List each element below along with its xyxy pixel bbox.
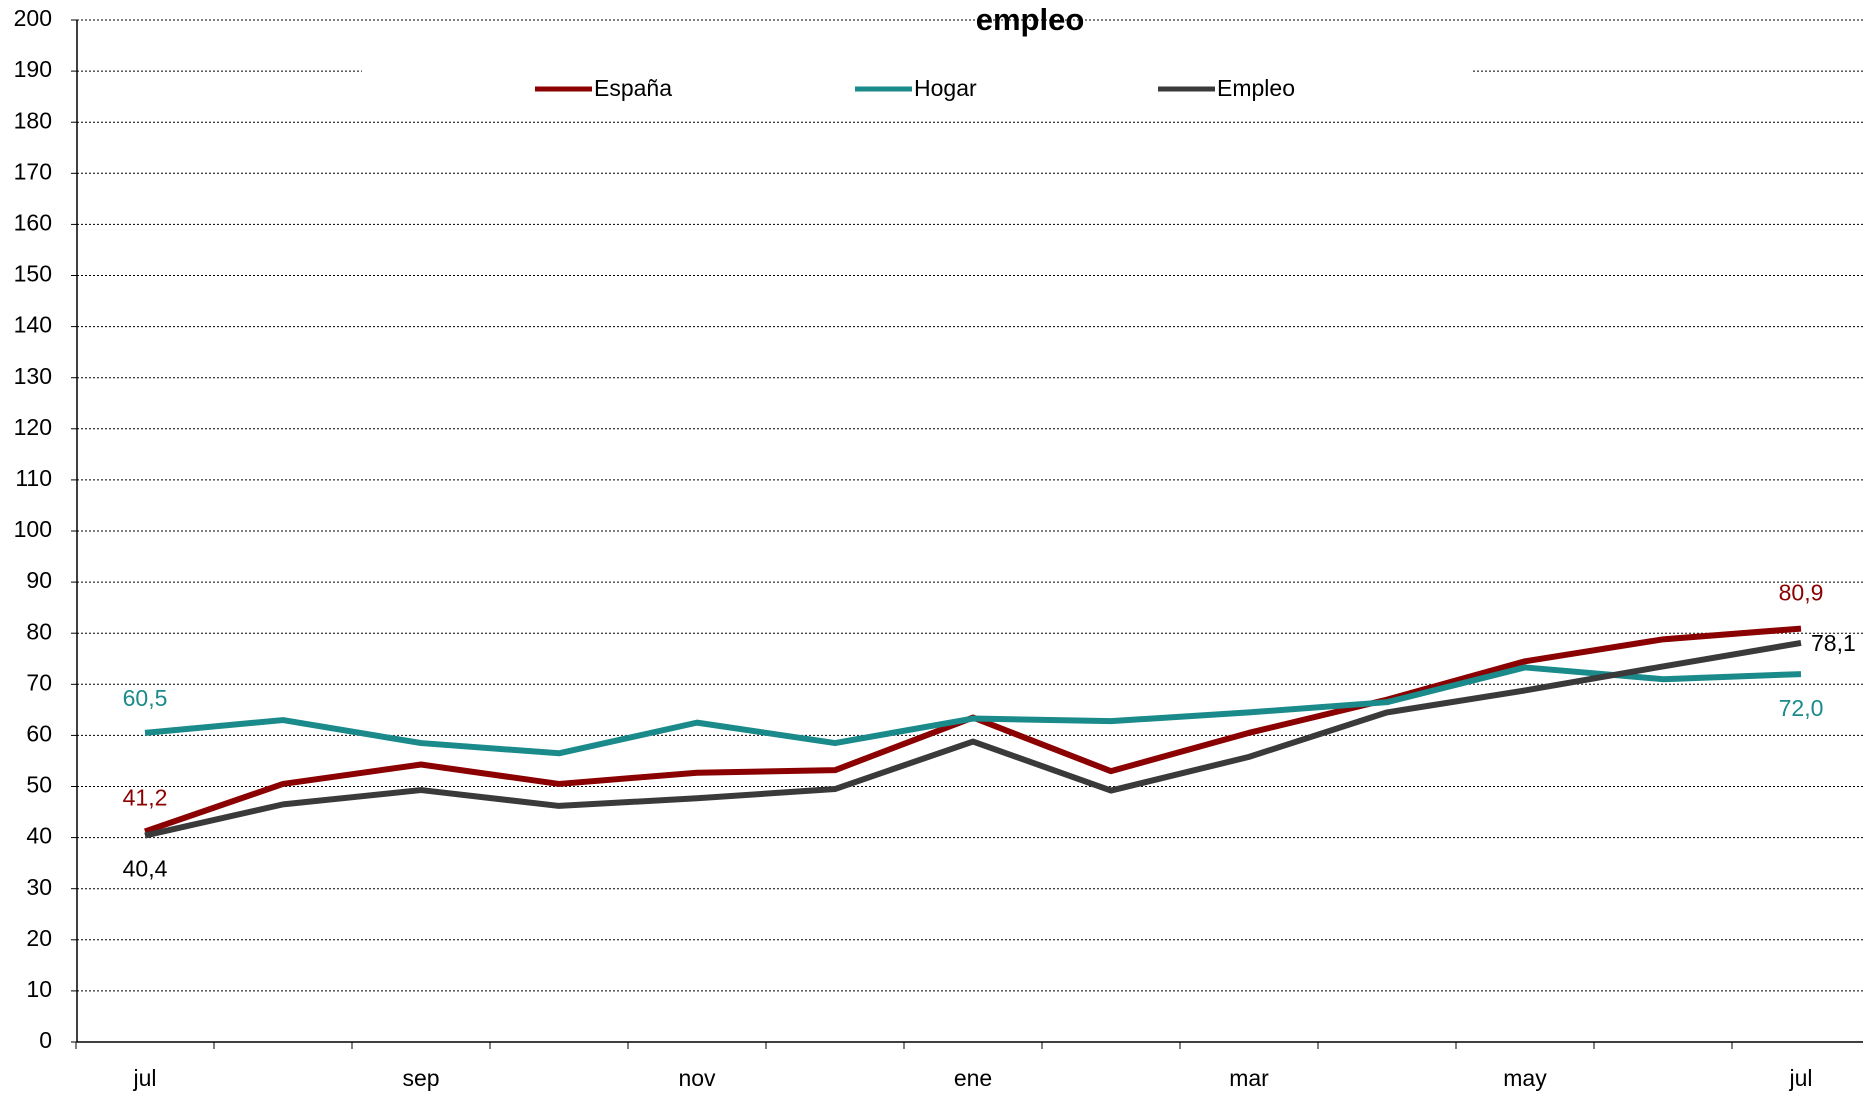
data-label: 78,1 xyxy=(1811,630,1856,656)
y-tick-label: 10 xyxy=(26,976,52,1002)
y-tick-label: 120 xyxy=(14,414,52,440)
series-line xyxy=(144,639,1802,839)
data-label: 60,5 xyxy=(123,685,168,711)
y-tick-label: 130 xyxy=(14,363,52,389)
y-tick-label: 0 xyxy=(39,1027,52,1053)
y-tick-label: 80 xyxy=(26,618,52,644)
legend-label: España xyxy=(594,75,672,101)
y-tick-label: 100 xyxy=(14,516,52,542)
y-tick-label: 110 xyxy=(15,465,52,491)
y-tick-label: 170 xyxy=(14,158,52,184)
data-label: 80,9 xyxy=(1779,580,1824,606)
x-tick-label: jul xyxy=(132,1065,156,1091)
y-tick-label: 190 xyxy=(14,56,52,82)
x-tick-label: ene xyxy=(954,1065,992,1091)
y-tick-label: 150 xyxy=(14,261,52,287)
x-tick-label: mar xyxy=(1229,1065,1269,1091)
y-tick-label: 60 xyxy=(26,720,52,746)
x-tick-label: nov xyxy=(678,1065,716,1091)
y-tick-label: 50 xyxy=(26,772,52,798)
legend-label: Hogar xyxy=(914,75,977,101)
data-label: 40,4 xyxy=(123,856,168,882)
y-tick-label: 20 xyxy=(26,925,52,951)
chart-title: empleo xyxy=(976,2,1085,37)
x-tick-label: sep xyxy=(402,1065,439,1091)
y-tick-label: 180 xyxy=(14,107,52,133)
x-tick-label: jul xyxy=(1788,1065,1812,1091)
data-label: 72,0 xyxy=(1779,695,1824,721)
y-tick-label: 90 xyxy=(26,567,52,593)
data-label: 41,2 xyxy=(123,785,168,811)
y-tick-label: 160 xyxy=(14,209,52,235)
legend-label: Empleo xyxy=(1217,75,1295,101)
y-tick-label: 200 xyxy=(14,5,52,31)
y-tick-label: 70 xyxy=(26,669,52,695)
y-tick-label: 40 xyxy=(26,823,52,849)
legend-box xyxy=(362,38,1473,104)
y-tick-label: 140 xyxy=(14,312,52,338)
y-tick-label: 30 xyxy=(26,874,52,900)
series-line xyxy=(144,664,1802,757)
x-tick-label: may xyxy=(1503,1065,1547,1091)
